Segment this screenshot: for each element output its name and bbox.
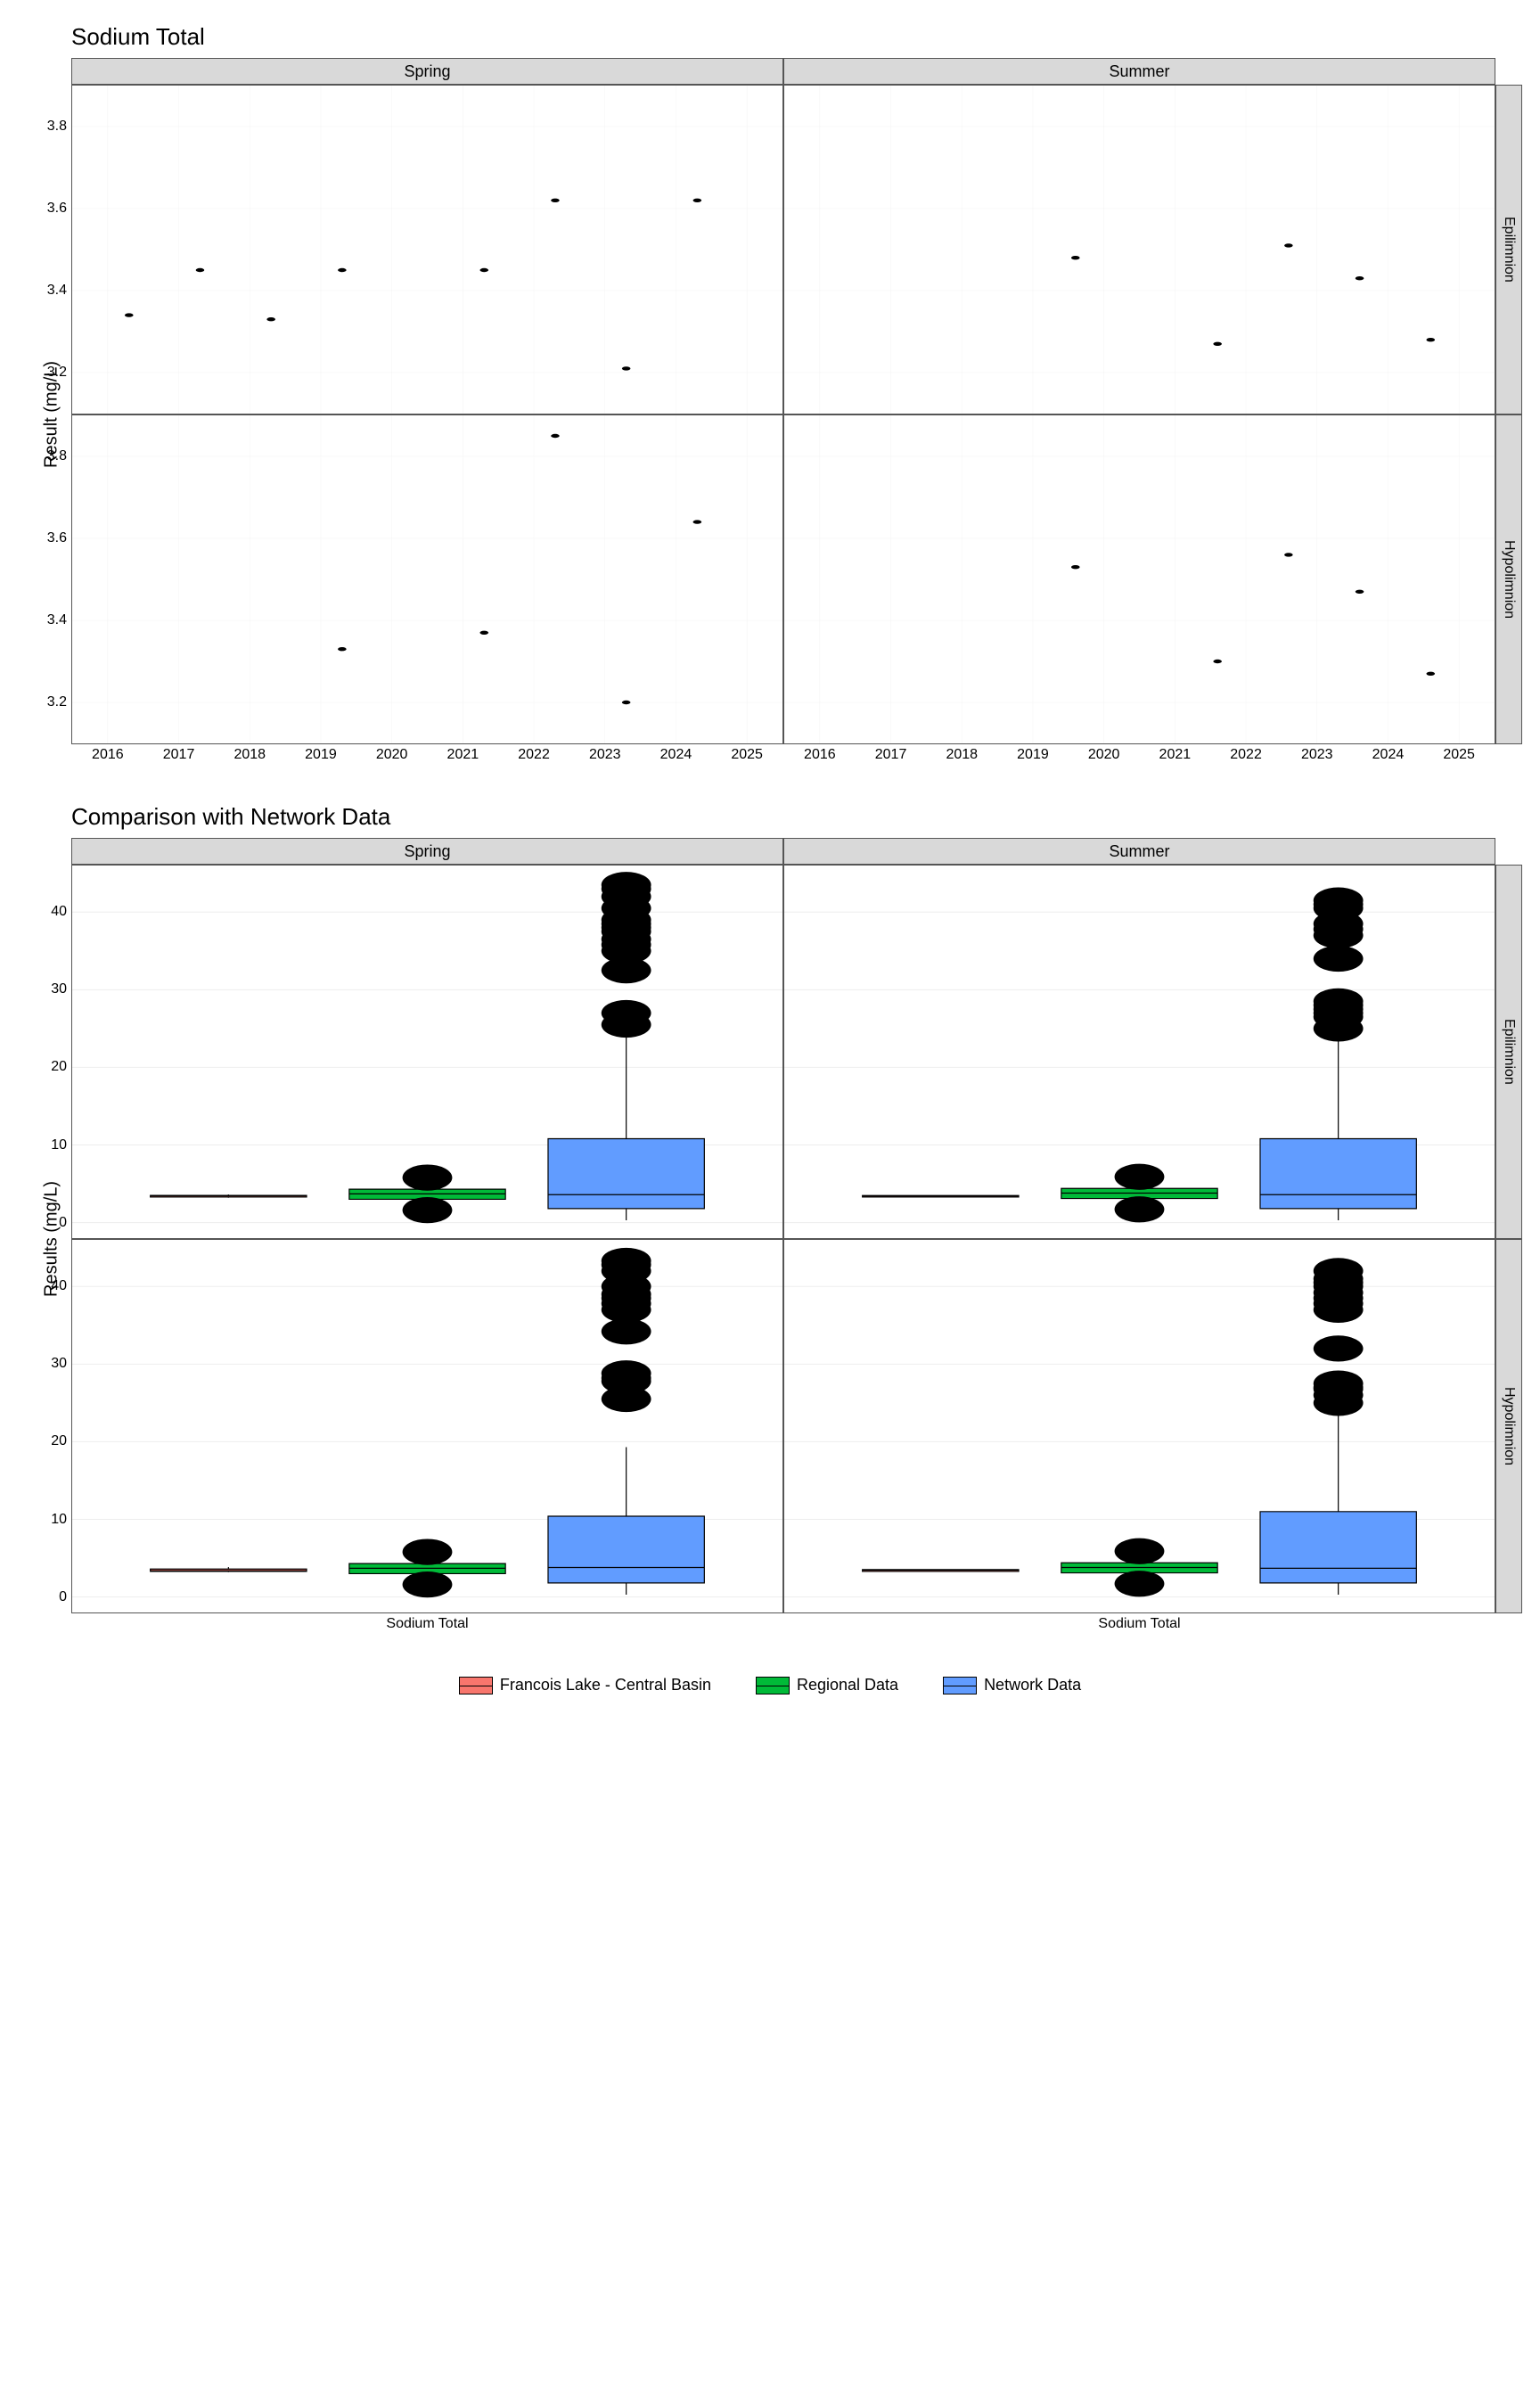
scatter-panel-summer-epi <box>783 85 1495 414</box>
legend-item: Regional Data <box>756 1676 898 1694</box>
legend-label: Francois Lake - Central Basin <box>500 1676 711 1694</box>
x-tick-label: 2022 <box>518 743 550 763</box>
x-tick-label: 2023 <box>589 743 621 763</box>
y-tick-label: 3.2 <box>47 694 72 710</box>
boxplot-panel-spring-epi: 010203040 <box>71 865 783 1239</box>
y-tick-label: 0 <box>59 1589 72 1605</box>
y-tick-label: 3.4 <box>47 612 72 628</box>
boxplot-facet-grid: Results (mg/L) Spring Summer Epilimnion … <box>32 838 1522 1640</box>
y-tick-label: 3.8 <box>47 119 72 135</box>
scatter-panel-spring-hypo: 3.23.43.63.82016201720182019202020212022… <box>71 414 783 744</box>
x-tick-label: 2019 <box>305 743 337 763</box>
legend-label: Network Data <box>984 1676 1081 1694</box>
x-category-label: Sodium Total <box>1098 1612 1180 1632</box>
boxplot-panel-spring-hypo: 010203040Sodium Total <box>71 1239 783 1613</box>
y-tick-label: 10 <box>51 1512 72 1528</box>
y-tick-label: 3.2 <box>47 365 72 381</box>
y-tick-label: 20 <box>51 1433 72 1449</box>
x-category-label: Sodium Total <box>386 1612 468 1632</box>
legend-swatch <box>459 1677 493 1694</box>
x-tick-label: 2017 <box>875 743 907 763</box>
x-tick-label: 2017 <box>163 743 195 763</box>
x-tick-label: 2021 <box>447 743 479 763</box>
x-tick-label: 2016 <box>804 743 836 763</box>
facet-col-spring: Spring <box>71 58 783 85</box>
x-tick-label: 2020 <box>1088 743 1120 763</box>
facet-col-summer: Summer <box>783 58 1495 85</box>
x-tick-label: 2023 <box>1301 743 1333 763</box>
scatter-y-axis-title: Result (mg/L) <box>32 85 71 744</box>
facet-row-epilimnion: Epilimnion <box>1495 85 1522 414</box>
facet-row-epilimnion: Epilimnion <box>1495 865 1522 1239</box>
y-tick-label: 30 <box>51 1356 72 1372</box>
facet-row-hypolimnion: Hypolimnion <box>1495 1239 1522 1613</box>
x-tick-label: 2018 <box>233 743 266 763</box>
x-tick-label: 2022 <box>1230 743 1262 763</box>
y-tick-label: 40 <box>51 1278 72 1294</box>
x-tick-label: 2024 <box>1372 743 1405 763</box>
y-tick-label: 3.8 <box>47 448 72 464</box>
y-tick-label: 10 <box>51 1137 72 1153</box>
boxplot-y-axis-title: Results (mg/L) <box>32 865 71 1613</box>
y-tick-label: 0 <box>59 1215 72 1231</box>
legend-item: Francois Lake - Central Basin <box>459 1676 711 1694</box>
legend-label: Regional Data <box>797 1676 898 1694</box>
facet-col-summer: Summer <box>783 838 1495 865</box>
y-tick-label: 30 <box>51 981 72 997</box>
x-tick-label: 2019 <box>1017 743 1049 763</box>
scatter-panel-spring-epi: 3.23.43.63.8 <box>71 85 783 414</box>
facet-col-spring: Spring <box>71 838 783 865</box>
facet-row-hypolimnion: Hypolimnion <box>1495 414 1522 744</box>
x-tick-label: 2025 <box>731 743 763 763</box>
legend: Francois Lake - Central Basin Regional Da… <box>18 1676 1522 1694</box>
y-tick-label: 20 <box>51 1059 72 1075</box>
scatter-title: Sodium Total <box>71 23 1522 51</box>
x-tick-label: 2025 <box>1443 743 1475 763</box>
y-tick-label: 3.6 <box>47 201 72 217</box>
x-tick-label: 2021 <box>1159 743 1192 763</box>
x-tick-label: 2024 <box>660 743 692 763</box>
boxplot-panel-summer-hypo: Sodium Total <box>783 1239 1495 1613</box>
x-tick-label: 2018 <box>946 743 978 763</box>
y-tick-label: 3.4 <box>47 283 72 299</box>
boxplot-panel-summer-epi <box>783 865 1495 1239</box>
legend-item: Network Data <box>943 1676 1081 1694</box>
y-tick-label: 3.6 <box>47 530 72 546</box>
boxplot-title: Comparison with Network Data <box>71 803 1522 831</box>
legend-swatch <box>943 1677 977 1694</box>
legend-swatch <box>756 1677 790 1694</box>
scatter-facet-grid: Result (mg/L) Spring Summer Epilimnion H… <box>32 58 1522 771</box>
x-tick-label: 2016 <box>92 743 124 763</box>
scatter-panel-summer-hypo: 2016201720182019202020212022202320242025 <box>783 414 1495 744</box>
x-tick-label: 2020 <box>376 743 408 763</box>
y-tick-label: 40 <box>51 904 72 920</box>
